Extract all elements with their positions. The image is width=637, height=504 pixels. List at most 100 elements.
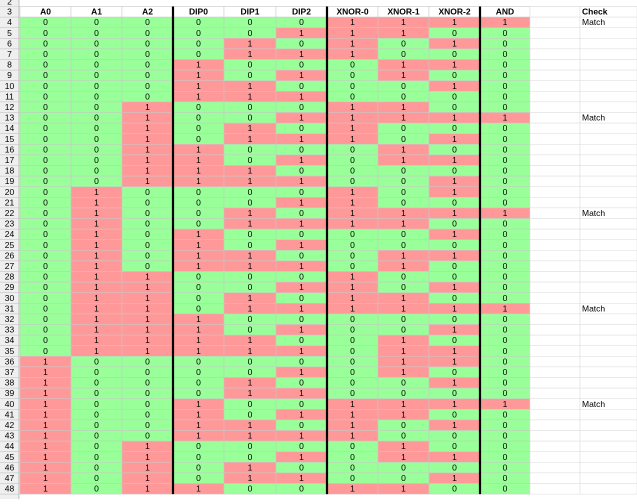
cell-value: 0 <box>401 38 406 48</box>
cell <box>579 281 637 293</box>
cell-value: 0 <box>503 409 508 419</box>
cell-value: 0 <box>452 293 457 303</box>
cell-value: 0 <box>94 399 99 409</box>
cell <box>529 48 581 60</box>
cell-value: 0 <box>145 60 150 70</box>
cell-value: 1 <box>452 452 457 462</box>
cell <box>579 144 637 156</box>
cell-value: 1 <box>94 187 99 197</box>
cell-value: 0 <box>248 441 253 451</box>
cell-value: 0 <box>503 293 508 303</box>
row-number: 18 <box>5 166 15 176</box>
cell-value: 0 <box>145 367 150 377</box>
cell-value: 1 <box>145 144 150 154</box>
cell-value: 0 <box>503 219 508 229</box>
cell <box>579 27 637 39</box>
cell <box>579 80 637 92</box>
column-header: Check <box>582 7 608 17</box>
row-number: 6 <box>7 38 12 48</box>
cell-value: 1 <box>452 155 457 165</box>
cell-value: 0 <box>248 60 253 70</box>
cell <box>529 6 581 18</box>
cell-value: 1 <box>196 166 201 176</box>
cell-value: 0 <box>299 335 304 345</box>
cell <box>579 69 637 81</box>
cell-value: 1 <box>401 399 406 409</box>
cell-value: 1 <box>401 155 406 165</box>
cell <box>529 377 581 389</box>
cell-value: 0 <box>503 28 508 38</box>
cell-value: 0 <box>452 102 457 112</box>
cell-value: 1 <box>196 155 201 165</box>
cell-value: 0 <box>94 60 99 70</box>
cell-value: 1 <box>94 219 99 229</box>
cell-value: 1 <box>248 219 253 229</box>
cell-value: 1 <box>248 134 253 144</box>
cell-value: 0 <box>452 166 457 176</box>
cell <box>529 218 581 230</box>
cell <box>579 387 637 399</box>
cell-value: 0 <box>196 17 201 27</box>
cell-value: 0 <box>401 187 406 197</box>
cell <box>529 313 581 325</box>
cell-value: 1 <box>145 462 150 472</box>
row-number: 45 <box>5 452 15 462</box>
row-number: 37 <box>5 367 15 377</box>
column-header: XNOR-0 <box>336 7 368 17</box>
cell-value: 0 <box>503 38 508 48</box>
cell <box>529 207 581 219</box>
cell-value: 0 <box>503 176 508 186</box>
cell-value: 0 <box>350 261 355 271</box>
cell-value: 1 <box>43 399 48 409</box>
cell-value: 1 <box>401 441 406 451</box>
cell-value: 0 <box>299 229 304 239</box>
row-number: 38 <box>5 378 15 388</box>
cell-value: 1 <box>452 60 457 70</box>
cell-value: 0 <box>94 473 99 483</box>
cell <box>529 409 581 421</box>
check-value: Match <box>582 113 605 123</box>
cell <box>579 409 637 421</box>
cell-value: 0 <box>145 261 150 271</box>
cell-value: 0 <box>452 367 457 377</box>
cell-value: 0 <box>196 38 201 48</box>
cell-value: 0 <box>145 187 150 197</box>
cell-value: 1 <box>145 166 150 176</box>
cell-value: 1 <box>43 378 48 388</box>
cell-value: 1 <box>145 314 150 324</box>
cell-value: 0 <box>452 431 457 441</box>
cell-value: 0 <box>94 155 99 165</box>
cell-value: 0 <box>350 335 355 345</box>
cell-value: 0 <box>452 144 457 154</box>
cell-value: 0 <box>401 314 406 324</box>
cell-value: 1 <box>94 335 99 345</box>
cell-value: 0 <box>94 166 99 176</box>
cell-value: 0 <box>401 229 406 239</box>
cell-value: 1 <box>452 473 457 483</box>
cell <box>579 133 637 145</box>
cell-value: 0 <box>145 208 150 218</box>
cell <box>529 440 581 452</box>
cell-value: 0 <box>196 102 201 112</box>
cell-value: 1 <box>503 303 508 313</box>
cell-value: 1 <box>503 399 508 409</box>
cell <box>579 175 637 187</box>
cell-value: 0 <box>401 462 406 472</box>
cell-value: 0 <box>299 462 304 472</box>
cell-value: 1 <box>299 91 304 101</box>
cell-value: 0 <box>299 420 304 430</box>
cell-value: 0 <box>94 484 99 494</box>
cell-value: 0 <box>248 187 253 197</box>
row-number: 22 <box>5 208 15 218</box>
cell <box>529 112 581 124</box>
cell-value: 0 <box>299 60 304 70</box>
row-number: 48 <box>5 484 15 494</box>
cell-value: 1 <box>401 303 406 313</box>
cell-value: 1 <box>43 473 48 483</box>
cell <box>579 440 637 452</box>
cell-value: 0 <box>43 38 48 48</box>
cell-value: 0 <box>401 91 406 101</box>
cell-value: 1 <box>248 388 253 398</box>
cell-value: 1 <box>350 272 355 282</box>
cell-value: 0 <box>503 261 508 271</box>
